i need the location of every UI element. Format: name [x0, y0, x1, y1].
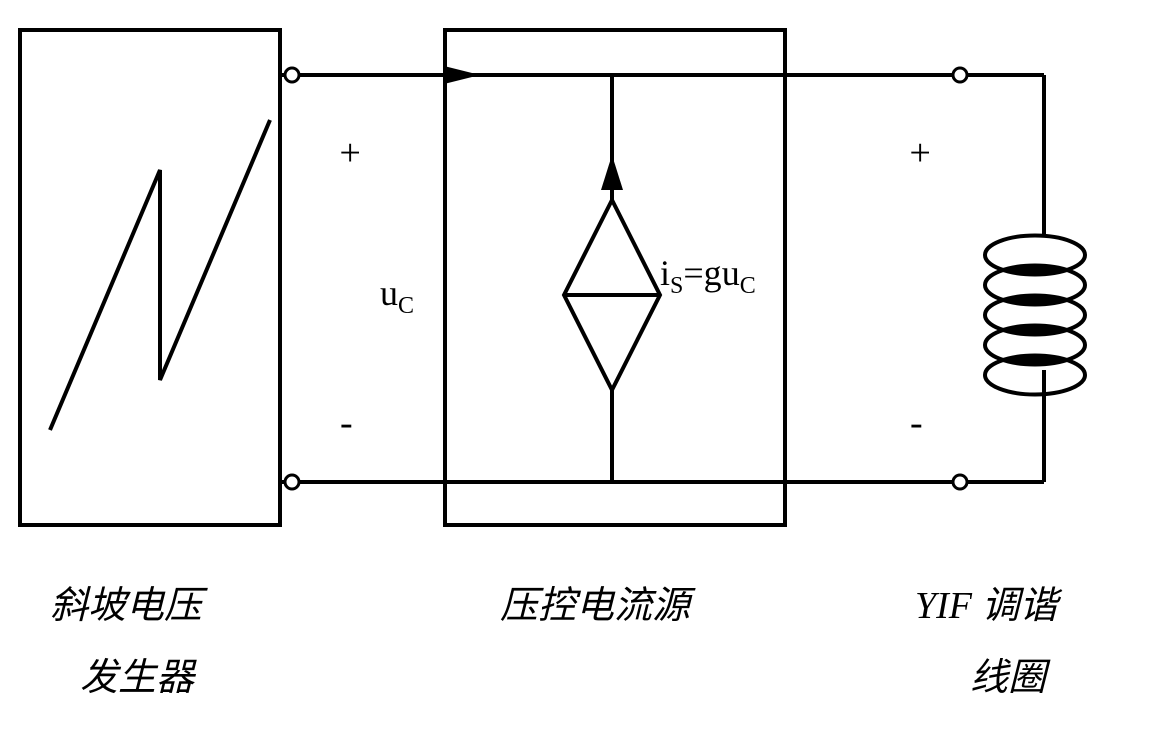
ramp-waveform: [50, 120, 270, 430]
vccs-arrowhead: [601, 155, 623, 190]
polarity-left-plus: +: [337, 132, 363, 174]
circuit-diagram: + - + - uC iS=guC 斜坡电压 发生器 压控电流源 YIF 调谐 …: [0, 0, 1160, 740]
yif-coil: [985, 236, 1085, 395]
ramp-label-2: 发生器: [80, 657, 197, 699]
uc-label: uC: [380, 273, 414, 319]
vccs-label: 压控电流源: [500, 585, 696, 627]
polarity-right-minus: -: [910, 402, 923, 444]
ramp-label-1: 斜坡电压: [50, 585, 208, 627]
vccs-equation: iS=guC: [660, 253, 756, 299]
coil-label-1: YIF 调谐: [915, 585, 1063, 627]
polarity-right-plus: +: [907, 132, 933, 174]
coil-label-2: 线圈: [970, 657, 1051, 699]
polarity-left-minus: -: [340, 402, 353, 444]
ramp-generator-block: [20, 30, 280, 525]
current-arrow: [444, 66, 480, 84]
